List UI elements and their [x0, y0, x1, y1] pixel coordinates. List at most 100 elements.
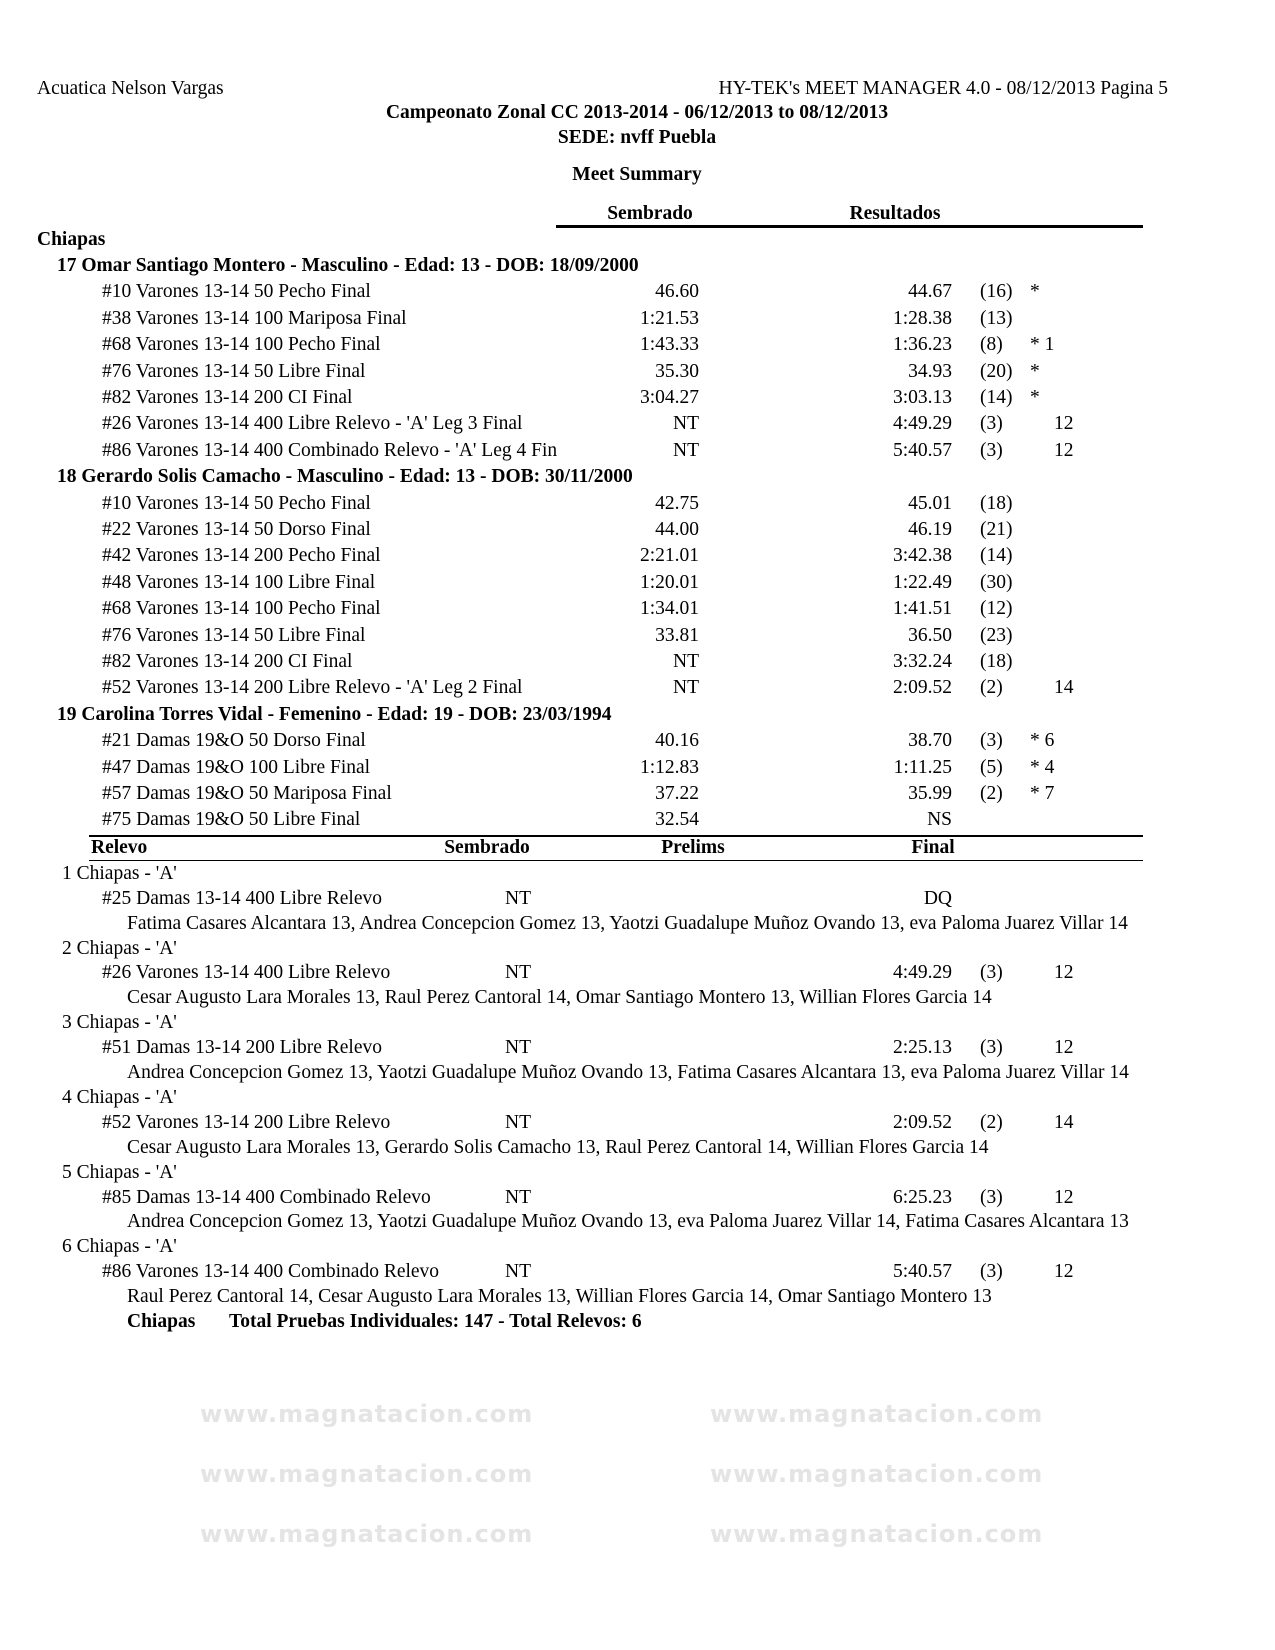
relay-team: 6 Chiapas - 'A': [62, 1236, 177, 1258]
event-name: #68 Varones 13-14 100 Pecho Final: [102, 598, 381, 620]
seed-time: 1:34.01: [639, 598, 699, 620]
relay-event: #26 Varones 13-14 400 Libre Relevo: [102, 962, 391, 984]
event-name: #76 Varones 13-14 50 Libre Final: [102, 360, 366, 382]
event-name: #68 Varones 13-14 100 Pecho Final: [102, 334, 381, 356]
relay-team: 5 Chiapas - 'A': [62, 1161, 177, 1183]
seed-time: 33.81: [655, 624, 699, 646]
relay-team: 3 Chiapas - 'A': [62, 1012, 177, 1034]
event-name: #38 Varones 13-14 100 Mariposa Final: [102, 307, 407, 329]
event-name: #75 Damas 19&O 50 Libre Final: [102, 809, 361, 831]
relay-swimmers: Raul Perez Cantoral 14, Cesar Augusto La…: [127, 1286, 992, 1308]
event-name: #26 Varones 13-14 400 Libre Relevo - 'A'…: [102, 413, 523, 435]
mark: * 4: [1030, 756, 1055, 778]
relay-team: 4 Chiapas - 'A': [62, 1086, 177, 1108]
swimmer-header: 17 Omar Santiago Montero - Masculino - E…: [57, 255, 639, 276]
result-time: 34.93: [908, 360, 952, 382]
result-time: 4:49.29: [892, 413, 952, 435]
relay-event: #52 Varones 13-14 200 Libre Relevo: [102, 1111, 391, 1133]
relay-swimmers: Andrea Concepcion Gomez 13, Yaotzi Guada…: [127, 1062, 1129, 1083]
relay-place: (3): [980, 1186, 1003, 1208]
place: (30): [980, 571, 1013, 593]
seed-time: 35.30: [655, 360, 699, 382]
result-time: 3:42.38: [892, 545, 952, 567]
place: (14): [980, 545, 1013, 567]
meet-title: Campeonato Zonal CC 2013-2014 - 06/12/20…: [385, 102, 889, 123]
relay-seed: NT: [505, 1111, 531, 1133]
relay-seed: NT: [505, 1186, 531, 1208]
event-name: #10 Varones 13-14 50 Pecho Final: [102, 492, 371, 514]
relay-rule-top: [89, 834, 1143, 837]
result-time: 3:03.13: [892, 387, 952, 408]
mark: *: [1030, 387, 1040, 408]
event-name: #22 Varones 13-14 50 Dorso Final: [102, 519, 371, 540]
seed-time: 1:20.01: [639, 571, 699, 593]
place: (20): [980, 360, 1013, 382]
result-time: 2:09.52: [892, 677, 952, 699]
header-rule: [556, 225, 1143, 228]
event-name: #42 Varones 13-14 200 Pecho Final: [102, 545, 381, 567]
relay-place: (3): [980, 962, 1003, 984]
relay-final: 2:25.13: [892, 1037, 952, 1059]
place: (5): [980, 756, 1003, 778]
place: (2): [980, 783, 1003, 804]
relay-event: #85 Damas 13-14 400 Combinado Relevo: [102, 1186, 431, 1208]
relay-seed: NT: [505, 887, 531, 909]
event-name: #47 Damas 19&O 100 Libre Final: [102, 756, 371, 778]
result-time: 3:32.24: [892, 651, 952, 672]
seed-time: 40.16: [655, 730, 699, 752]
relay-prelims-column-header: Prelims: [661, 836, 725, 858]
relay-swimmers: Cesar Augusto Lara Morales 13, Raul Pere…: [127, 987, 992, 1009]
result-time: 45.01: [908, 492, 952, 514]
mark: *: [1030, 360, 1040, 382]
relay-seed: NT: [505, 1037, 531, 1059]
mark: * 6: [1030, 730, 1055, 752]
swimmer-header: 18 Gerardo Solis Camacho - Masculino - E…: [57, 466, 633, 488]
relay-final: DQ: [923, 887, 952, 909]
place: (18): [980, 651, 1013, 672]
place: (13): [980, 307, 1013, 329]
relay-final: 5:40.57: [892, 1261, 952, 1283]
result-time: NS: [927, 809, 952, 831]
event-name: #82 Varones 13-14 200 CI Final: [102, 651, 353, 672]
result-time: 1:41.51: [892, 598, 952, 620]
place: (18): [980, 492, 1013, 514]
seed-time: 2:21.01: [639, 545, 699, 567]
seed-column-header: Sembrado: [607, 203, 693, 224]
relay-swimmers: Cesar Augusto Lara Morales 13, Gerardo S…: [127, 1136, 989, 1158]
place: (3): [980, 439, 1003, 461]
result-time: 5:40.57: [892, 439, 952, 461]
seed-time: 42.75: [655, 492, 699, 514]
event-name: #52 Varones 13-14 200 Libre Relevo - 'A'…: [102, 677, 523, 699]
relay-final: 4:49.29: [892, 962, 952, 984]
seed-time: 1:43.33: [639, 334, 699, 356]
relay-place: (3): [980, 1261, 1003, 1283]
relay-place: (2): [980, 1111, 1003, 1133]
points: 12: [1054, 413, 1074, 435]
result-time: 46.19: [908, 519, 952, 540]
result-time: 1:22.49: [892, 571, 952, 593]
seed-time: NT: [673, 677, 699, 699]
mark: *: [1030, 281, 1040, 303]
relay-team: 1 Chiapas - 'A': [62, 862, 177, 884]
event-name: #57 Damas 19&O 50 Mariposa Final: [102, 783, 392, 804]
result-time: 38.70: [908, 730, 952, 752]
place: (23): [980, 624, 1013, 646]
seed-time: 46.60: [655, 281, 699, 303]
results-column-header: Resultados: [849, 203, 941, 224]
watermark: www.magnatacion.com: [200, 1400, 534, 1428]
seed-time: 1:12.83: [639, 756, 699, 778]
event-name: #76 Varones 13-14 50 Libre Final: [102, 624, 366, 646]
relay-points: 14: [1054, 1111, 1074, 1133]
totals-team: Chiapas: [127, 1311, 196, 1332]
watermark: www.magnatacion.com: [200, 1460, 534, 1488]
points: 12: [1054, 439, 1074, 461]
club-name: Acuatica Nelson Vargas: [37, 78, 224, 99]
relay-points: 12: [1054, 1037, 1074, 1059]
watermark: www.magnatacion.com: [710, 1520, 1044, 1548]
place: (14): [980, 387, 1013, 408]
mark: * 1: [1030, 334, 1055, 356]
relay-place: (3): [980, 1037, 1003, 1059]
mark: * 7: [1030, 783, 1055, 804]
place: (3): [980, 730, 1003, 752]
relay-points: 12: [1054, 962, 1074, 984]
